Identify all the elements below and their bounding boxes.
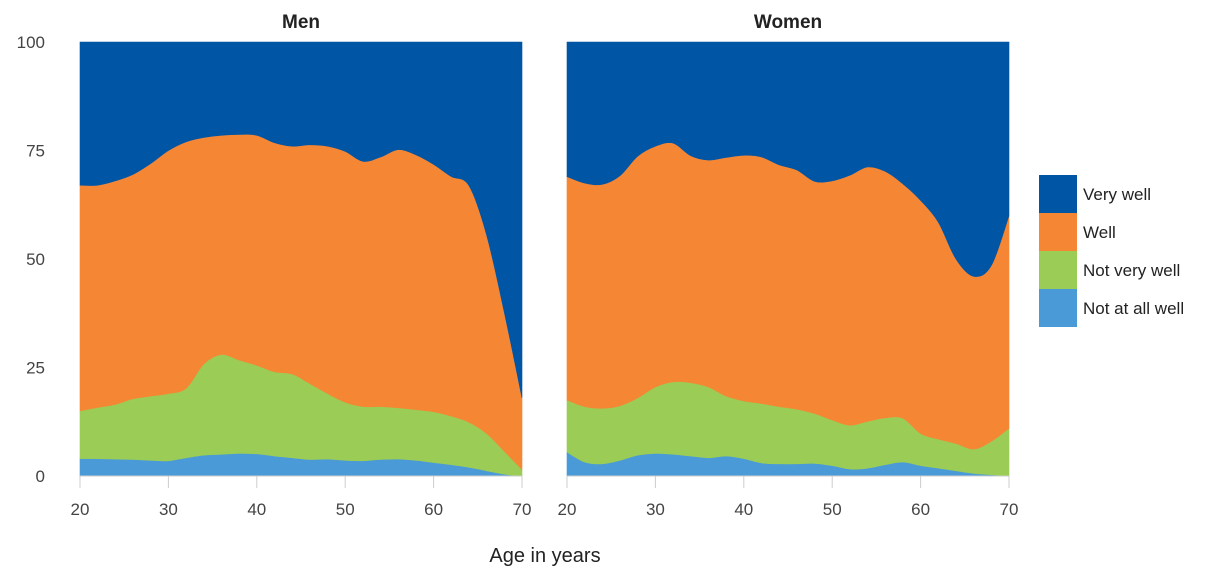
legend: Very well Well Not very well Not at all wel…: [1039, 175, 1184, 327]
y-tick-label: 25: [26, 359, 45, 378]
x-tick-label: 20: [71, 500, 90, 519]
x-axis-title: Age in years: [489, 545, 600, 567]
panel-women: [566, 41, 1010, 477]
x-tick-label: 40: [247, 500, 266, 519]
x-tick-label: 30: [646, 500, 665, 519]
panel-men: [79, 41, 523, 477]
area-very-well-men: [79, 41, 523, 398]
y-tick-label: 50: [26, 250, 45, 269]
legend-label: Not very well: [1083, 261, 1180, 280]
panel-title-men: Men: [282, 12, 320, 33]
x-axis-men: 20 30 40 50 60 70: [71, 475, 532, 519]
panel-title-women: Women: [754, 12, 822, 33]
legend-swatch: [1039, 175, 1077, 213]
x-tick-label: 50: [336, 500, 355, 519]
y-tick-label: 100: [17, 33, 45, 52]
legend-label: Well: [1083, 223, 1116, 242]
x-tick-label: 50: [823, 500, 842, 519]
x-tick-label: 60: [424, 500, 443, 519]
legend-swatch: [1039, 213, 1077, 251]
legend-swatch: [1039, 251, 1077, 289]
y-tick-label: 75: [26, 142, 45, 161]
y-axis: 0 25 50 75 100: [17, 33, 45, 486]
x-tick-label: 70: [513, 500, 532, 519]
x-tick-label: 70: [1000, 500, 1019, 519]
x-tick-label: 60: [911, 500, 930, 519]
area-very-well-women: [566, 41, 1010, 277]
x-tick-label: 30: [159, 500, 178, 519]
legend-label: Very well: [1083, 185, 1151, 204]
legend-label: Not at all well: [1083, 299, 1184, 318]
y-tick-label: 0: [36, 467, 45, 486]
legend-swatch: [1039, 289, 1077, 327]
x-axis-women: 20 30 40 50 60 70: [558, 475, 1019, 519]
x-tick-label: 40: [734, 500, 753, 519]
x-tick-label: 20: [558, 500, 577, 519]
